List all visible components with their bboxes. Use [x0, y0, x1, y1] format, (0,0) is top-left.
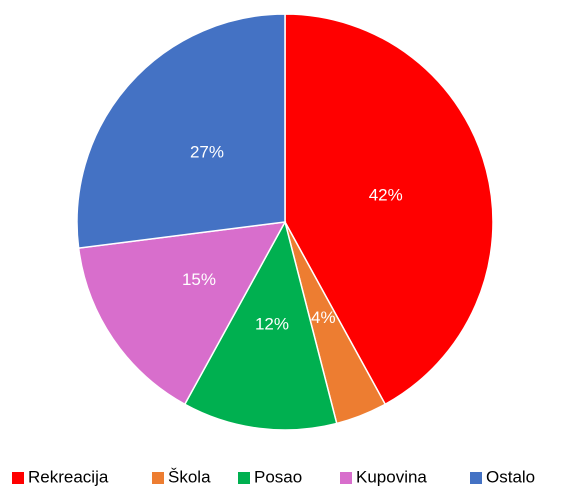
legend-label: Posao	[254, 467, 302, 486]
data-label: 42%	[369, 186, 403, 205]
legend-swatch	[470, 472, 482, 484]
legend-swatch	[340, 472, 352, 484]
pie-slice	[284, 13, 494, 406]
data-label: 27%	[190, 143, 224, 162]
legend-swatch	[152, 472, 164, 484]
pie-slice	[77, 221, 287, 406]
legend-label: Škola	[168, 467, 211, 486]
legend-label: Kupovina	[356, 467, 427, 486]
legend-swatch	[12, 472, 24, 484]
data-label: 4%	[311, 308, 336, 327]
legend-label: Rekreacija	[28, 467, 109, 486]
pie-slice	[76, 13, 286, 249]
legend-label: Ostalo	[486, 467, 535, 486]
data-label: 15%	[182, 270, 216, 289]
pie-slice	[183, 219, 338, 431]
legend-swatch	[238, 472, 250, 484]
data-label: 12%	[255, 315, 289, 334]
